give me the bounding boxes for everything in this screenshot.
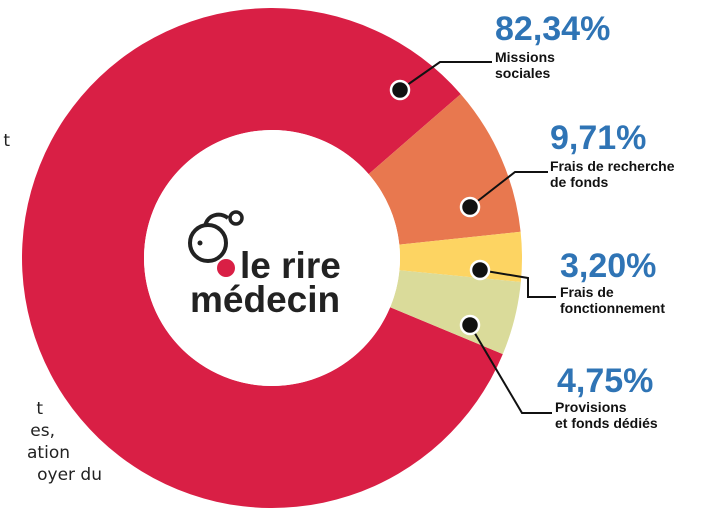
donut-slice [22,7,503,509]
category-label: Missions [495,49,555,65]
marker-dot [459,196,481,218]
value-label: 9,71% [550,119,646,157]
donut-hole [144,130,400,386]
side-text: es, [30,421,55,441]
value-label: 4,75% [557,362,653,400]
value-label: 82,34% [495,10,610,48]
side-text: oyer du [37,465,102,485]
donut-slice [368,94,521,245]
donut-slice [390,270,521,355]
side-text: ation [27,443,70,463]
side-text: t [3,131,10,151]
category-label: Frais de [560,284,614,300]
logo-nose [217,259,235,277]
category-label: sociales [495,65,550,81]
marker-dot [389,79,411,101]
value-label: 3,20% [560,247,656,285]
leader-line [399,61,492,91]
logo-ball [228,210,244,226]
logo-eye [197,240,203,246]
logo-antenna [203,212,230,227]
category-label: fonctionnement [560,300,665,316]
marker-dot [459,314,481,336]
logo-text: le rire [240,245,341,286]
logo-head [188,223,228,263]
marker-dot [469,259,491,281]
leader-line [479,269,556,298]
logo-text: médecin [190,279,340,320]
side-text: t [36,399,43,419]
donut-slice [399,231,522,282]
leader-line [469,324,552,414]
category-label: et fonds dédiés [555,415,658,431]
category-label: Provisions [555,399,627,415]
category-label: Frais de recherche [550,158,675,174]
leader-line [469,171,548,208]
category-label: de fonds [550,174,609,190]
